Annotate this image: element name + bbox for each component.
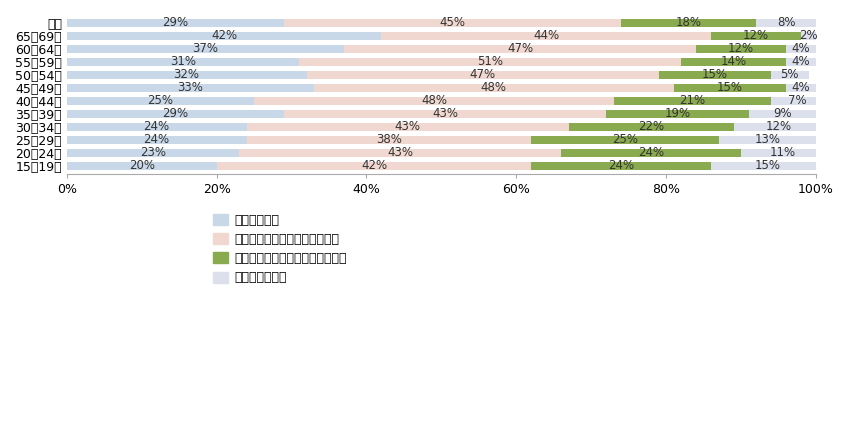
Text: 22%: 22% [638,120,664,133]
Bar [756,19,816,27]
Text: 45%: 45% [440,16,465,29]
Bar [741,149,824,157]
Text: 29%: 29% [162,108,188,120]
Bar [239,149,561,157]
Text: 7%: 7% [788,95,807,108]
Text: 43%: 43% [432,108,458,120]
Text: 4%: 4% [792,42,811,55]
Bar [246,136,531,144]
Text: 13%: 13% [755,133,780,147]
Text: 47%: 47% [507,42,533,55]
Bar [67,149,239,157]
Bar [67,123,246,131]
Text: 48%: 48% [481,81,507,95]
Text: 51%: 51% [477,55,503,68]
Bar [569,123,734,131]
Bar [216,162,531,170]
Bar [314,84,674,92]
Bar [749,110,816,118]
Text: 15%: 15% [755,160,780,172]
Bar [67,58,299,66]
Text: 12%: 12% [766,120,791,133]
Text: 47%: 47% [469,68,496,81]
Text: 12%: 12% [743,29,769,42]
Text: 2%: 2% [799,29,818,42]
Bar [621,19,756,27]
Bar [67,84,314,92]
Bar [67,32,381,40]
Text: 14%: 14% [721,55,747,68]
Text: 4%: 4% [792,81,811,95]
Text: 33%: 33% [177,81,203,95]
Text: 11%: 11% [769,147,796,160]
Bar [67,71,306,79]
Text: 4%: 4% [792,55,811,68]
Text: 48%: 48% [421,95,447,108]
Text: 20%: 20% [129,160,155,172]
Bar [801,32,816,40]
Bar [531,162,711,170]
Bar [67,136,246,144]
Bar [711,162,824,170]
Text: 25%: 25% [148,95,173,108]
Bar [67,110,284,118]
Bar [561,149,741,157]
Bar [344,45,696,53]
Text: 24%: 24% [638,147,664,160]
Text: 24%: 24% [143,133,170,147]
Bar [284,110,606,118]
Bar [786,84,816,92]
Bar [299,58,681,66]
Text: 25%: 25% [612,133,638,147]
Text: 44%: 44% [533,29,559,42]
Text: 38%: 38% [376,133,402,147]
Text: 24%: 24% [608,160,634,172]
Bar [67,97,254,105]
Bar [718,136,816,144]
Text: 42%: 42% [211,29,237,42]
Bar [614,97,771,105]
Bar [381,32,711,40]
Text: 42%: 42% [361,160,387,172]
Text: 43%: 43% [387,147,413,160]
Legend: 心配している, どちらかというと心配している, どちらかというと心配していない, 心配していない: 心配している, どちらかというと心配している, どちらかというと心配していない,… [208,209,351,289]
Text: 21%: 21% [679,95,706,108]
Text: 12%: 12% [728,42,754,55]
Bar [711,32,801,40]
Bar [306,71,659,79]
Text: 5%: 5% [780,68,799,81]
Text: 15%: 15% [702,68,728,81]
Bar [67,45,344,53]
Bar [606,110,749,118]
Text: 31%: 31% [170,55,196,68]
Text: 9%: 9% [773,108,791,120]
Bar [786,45,816,53]
Text: 23%: 23% [140,147,166,160]
Bar [254,97,614,105]
Bar [674,84,786,92]
Bar [734,123,824,131]
Text: 37%: 37% [193,42,218,55]
Bar [771,97,824,105]
Bar [786,58,816,66]
Text: 18%: 18% [676,16,701,29]
Bar [696,45,786,53]
Bar [284,19,621,27]
Text: 29%: 29% [162,16,188,29]
Bar [67,162,216,170]
Text: 43%: 43% [395,120,421,133]
Bar [531,136,718,144]
Bar [681,58,786,66]
Text: 8%: 8% [777,16,796,29]
Text: 32%: 32% [174,68,200,81]
Text: 19%: 19% [665,108,690,120]
Text: 15%: 15% [717,81,743,95]
Bar [659,71,771,79]
Bar [771,71,808,79]
Bar [246,123,569,131]
Text: 24%: 24% [143,120,170,133]
Bar [67,19,284,27]
